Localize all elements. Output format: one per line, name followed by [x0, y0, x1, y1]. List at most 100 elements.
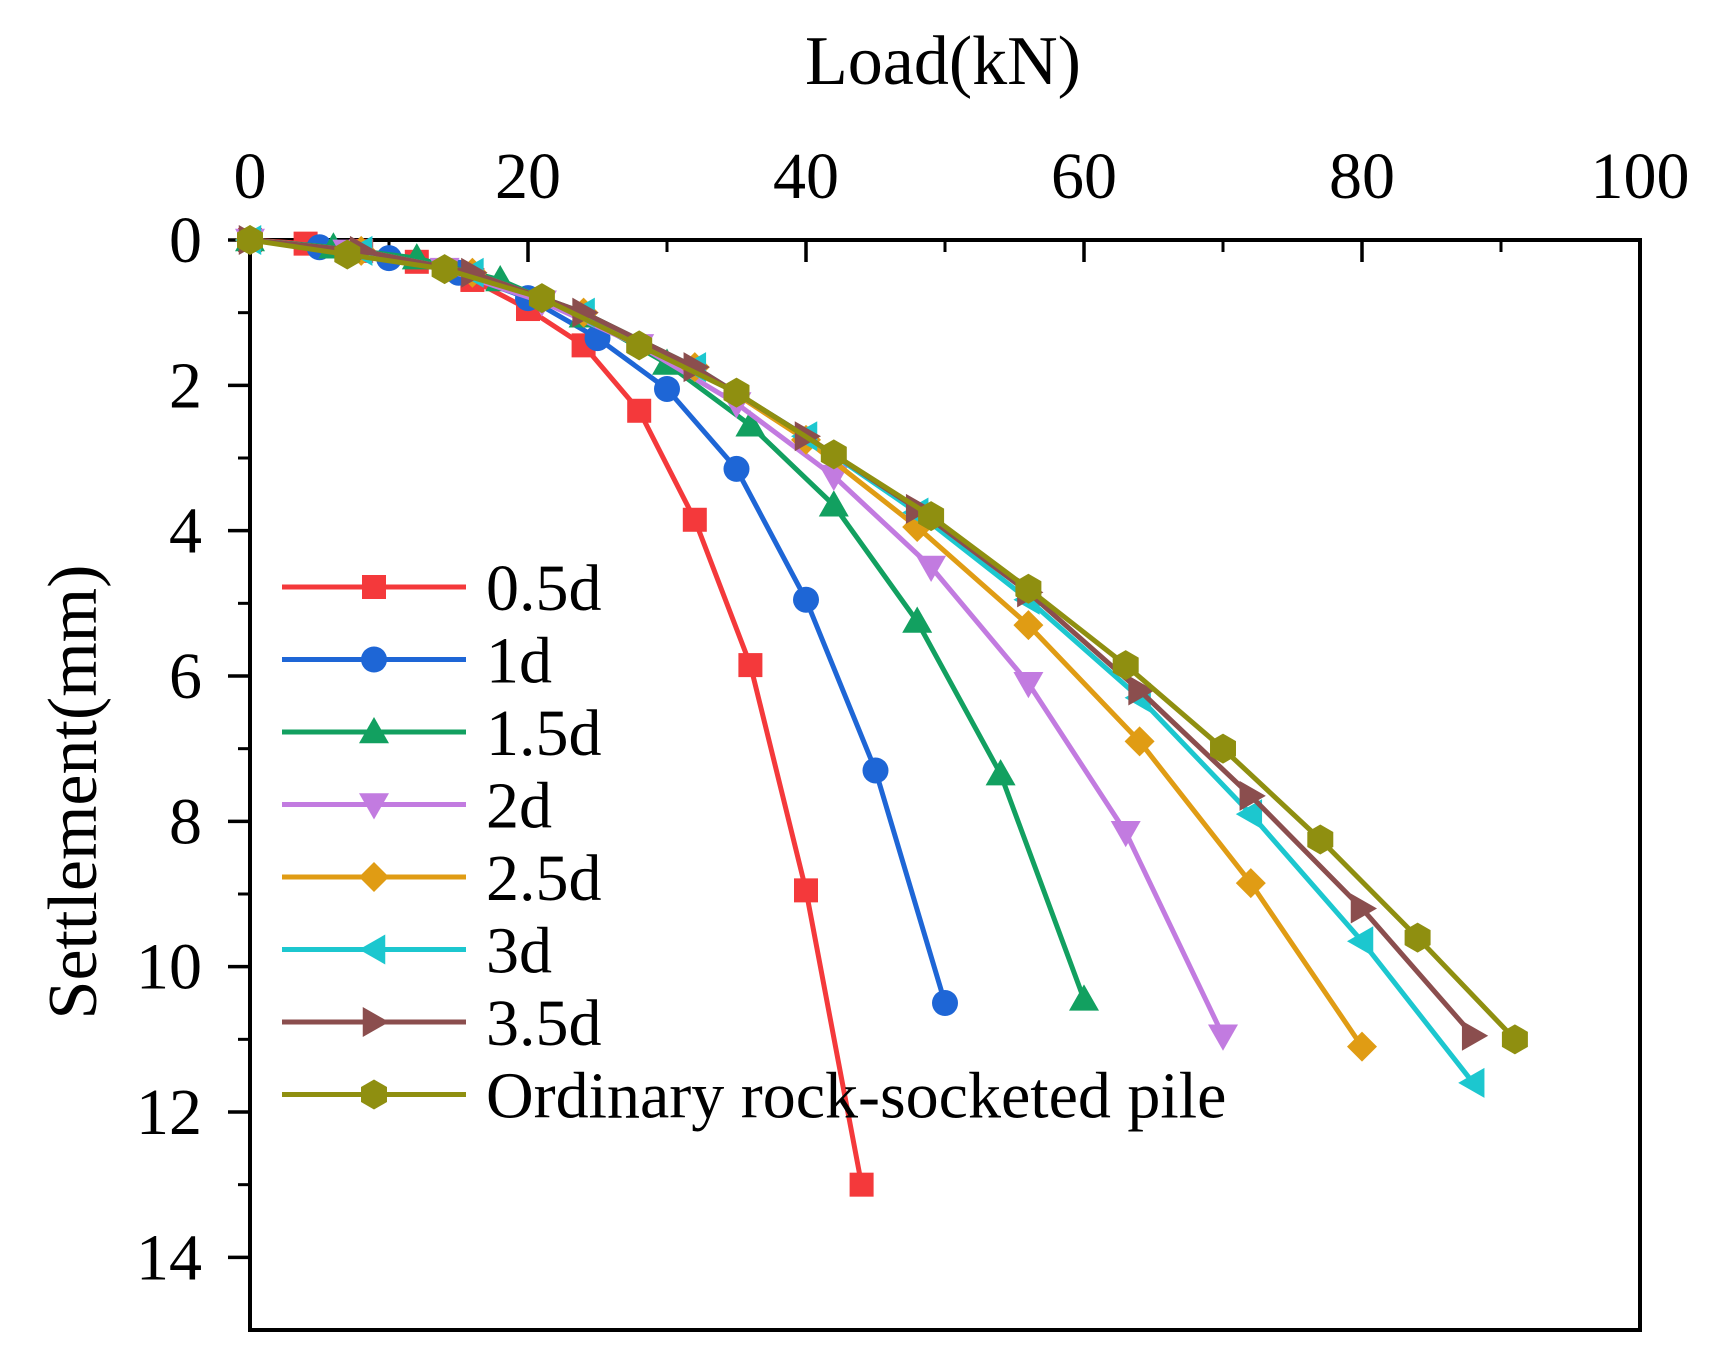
data-point: [1013, 672, 1044, 699]
y-tick-label: 2: [169, 349, 202, 422]
series-2: [235, 225, 1099, 1011]
y-tick-label: 12: [136, 1076, 202, 1149]
series-3: [235, 228, 1238, 1051]
series-6: [238, 225, 1489, 1051]
legend-label: 3d: [486, 915, 552, 988]
data-point: [1239, 780, 1266, 811]
legend-marker: [359, 717, 389, 744]
data-point: [1110, 820, 1141, 848]
legend-item: 3d: [282, 915, 552, 988]
data-point: [1210, 733, 1236, 764]
data-point: [902, 606, 933, 633]
legend-marker: [359, 793, 389, 820]
data-point: [461, 257, 488, 288]
legend-marker: [361, 646, 387, 673]
data-point: [1350, 893, 1377, 924]
data-point: [683, 352, 710, 383]
data-point: [572, 297, 599, 328]
data-point: [1458, 1067, 1485, 1098]
x-tick-label: 60: [1051, 140, 1117, 213]
legend-marker: [361, 1079, 387, 1110]
series-line: [249, 237, 1476, 1038]
data-point: [849, 1172, 874, 1197]
legend-label: 0.5d: [486, 552, 602, 625]
data-point: [237, 225, 263, 255]
axes: 0 20 40 60 80 100 0 2 4 6 8 10 12 14: [136, 140, 1690, 1332]
data-point: [528, 283, 555, 314]
legend-item: 1.5d: [282, 697, 602, 770]
y-tick-label: 10: [136, 931, 202, 1004]
plot-frame: [248, 238, 1642, 1332]
data-point: [793, 586, 819, 613]
y-tick-label: 14: [136, 1221, 202, 1294]
data-point: [1015, 573, 1042, 604]
data-point: [626, 330, 653, 361]
data-point: [682, 507, 707, 532]
data-point: [1235, 868, 1266, 899]
y-tick-label: 8: [169, 785, 202, 858]
data-point: [916, 555, 947, 582]
data-point: [818, 490, 849, 517]
x-tick-label: 0: [234, 140, 267, 213]
legend-label: 1.5d: [486, 697, 602, 770]
y-tick-label: 4: [169, 495, 202, 568]
series-4: [235, 225, 1377, 1062]
data-point: [1208, 1024, 1238, 1051]
legend-item: 2.5d: [282, 842, 602, 915]
data-point: [1347, 926, 1374, 957]
legend-marker: [359, 934, 386, 965]
data-point: [862, 757, 889, 784]
data-point: [794, 878, 818, 903]
data-point: [1501, 1024, 1528, 1055]
legend-marker: [362, 1007, 389, 1037]
y-tick-label: 6: [169, 640, 202, 713]
data-point: [1235, 799, 1263, 830]
y-tick-label: 0: [169, 204, 202, 277]
data-point: [1404, 922, 1431, 953]
y-axis-label: Settlement(mm): [35, 565, 112, 1020]
x-tick-label: 80: [1329, 140, 1395, 213]
data-point: [738, 653, 763, 678]
legend-item: 0.5d: [282, 552, 602, 625]
legend-item: Ordinary rock-socketed pile: [282, 1060, 1226, 1133]
series-line: [249, 237, 1517, 1042]
x-tick-label: 20: [495, 140, 561, 213]
plot-series: [235, 225, 1528, 1197]
data-point: [1461, 1020, 1489, 1051]
series-line: [249, 237, 1365, 1049]
data-point: [431, 254, 458, 285]
data-point: [723, 377, 750, 408]
data-point: [1347, 1031, 1377, 1062]
data-point: [1112, 650, 1139, 681]
data-point: [1128, 675, 1155, 706]
data-point: [820, 439, 847, 470]
legend-marker: [359, 862, 389, 892]
x-axis-label: Load(kN): [805, 23, 1081, 100]
series-7: [237, 225, 1528, 1055]
legend-item: 1d: [282, 625, 552, 698]
data-point: [918, 501, 945, 532]
data-point: [1069, 984, 1099, 1011]
data-point: [334, 239, 361, 270]
x-tick-label: 40: [773, 140, 839, 213]
legend-label: Ordinary rock-socketed pile: [486, 1060, 1226, 1133]
legend-marker: [362, 575, 386, 599]
legend-item: 3.5d: [282, 987, 602, 1060]
legend-label: 3.5d: [486, 987, 602, 1060]
data-point: [932, 990, 958, 1016]
data-point: [735, 410, 766, 437]
legend-item: 2d: [282, 770, 552, 843]
data-point: [723, 455, 750, 482]
data-point: [985, 759, 1016, 786]
data-point: [627, 398, 652, 423]
legend-label: 1d: [486, 625, 552, 698]
data-point: [1013, 610, 1044, 641]
x-tick-label: 100: [1591, 140, 1690, 213]
data-point: [818, 464, 849, 492]
legend-label: 2d: [486, 770, 552, 843]
data-point: [654, 375, 680, 402]
legend-label: 2.5d: [486, 842, 602, 915]
